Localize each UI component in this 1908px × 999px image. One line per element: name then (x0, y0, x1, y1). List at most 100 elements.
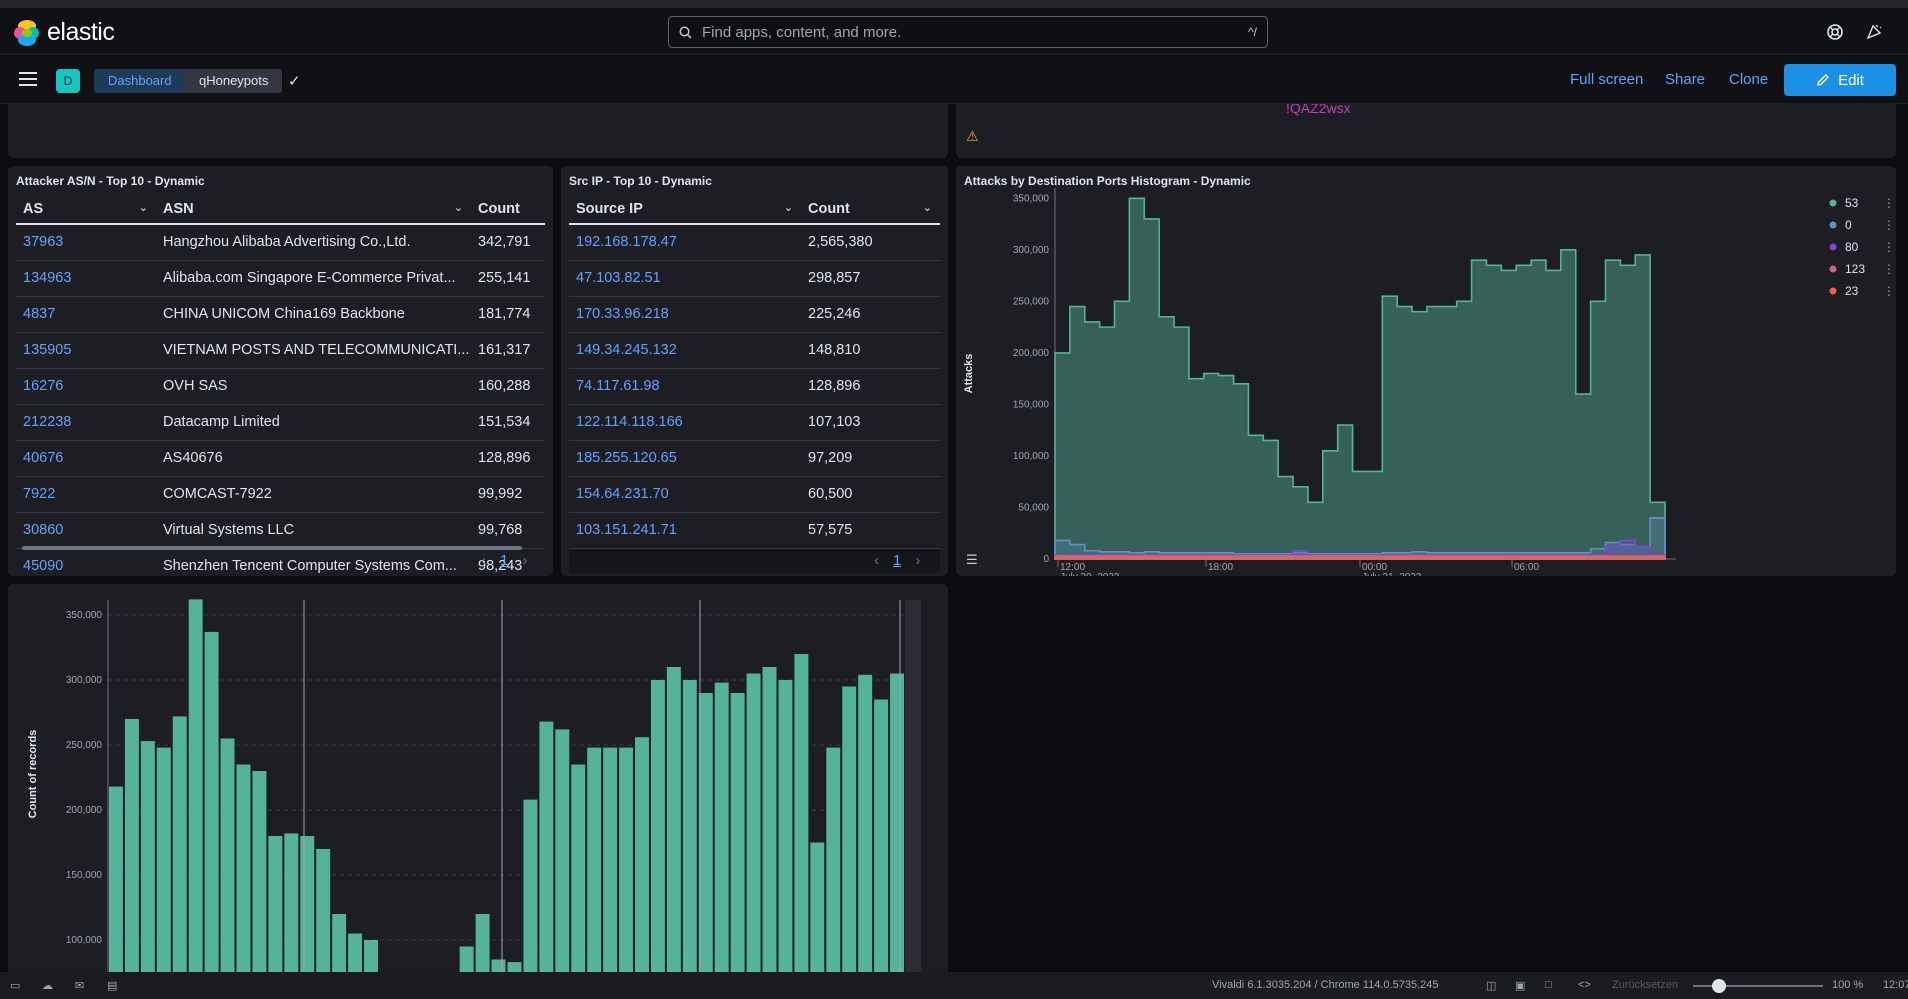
camera-icon[interactable]: ◫ (1486, 980, 1497, 992)
next-page-icon[interactable]: › (915, 552, 921, 569)
as-number-link[interactable]: 30860 (16, 512, 156, 549)
bar (682, 680, 697, 972)
dashboard-canvas: !QAZ2wsx ⚠ Attacker AS/N - Top 10 - Dyna… (0, 104, 1908, 972)
asn-name: Virtual Systems LLC (156, 512, 471, 549)
panel-title: Src IP - Top 10 - Dynamic (569, 174, 712, 188)
checkmark-icon: ✓ (288, 73, 301, 90)
legend-options-icon: ⋮ (1883, 240, 1895, 254)
bar (666, 667, 681, 972)
full-screen-button[interactable]: Full screen (1570, 71, 1644, 88)
global-search-input[interactable]: Find apps, content, and more. ^/ (668, 16, 1268, 48)
column-header-count[interactable]: Count ⌄ (801, 194, 940, 225)
source-ip-link[interactable]: 154.64.231.70 (569, 476, 801, 513)
bar (284, 833, 299, 972)
as-number-link[interactable]: 135905 (16, 332, 156, 369)
calendar-icon[interactable]: ▤ (107, 980, 118, 992)
as-number-link[interactable]: 212238 (16, 404, 156, 441)
y-tick-label: 350,000 (1013, 193, 1050, 204)
zoom-slider-handle[interactable] (1712, 979, 1726, 993)
column-header-asn[interactable]: ASN ⌄ (156, 194, 471, 225)
table-row: 37963 Hangzhou Alibaba Advertising Co.,Lt… (16, 224, 545, 261)
count-value: 60,500 (801, 476, 940, 513)
window-icon[interactable]: □ (1545, 979, 1552, 991)
table-row: 122.114.118.166 107,103 (569, 404, 940, 441)
breadcrumb-qhoneypots: qHoneypots (183, 69, 283, 93)
y-tick-label: 300,000 (66, 675, 103, 686)
panel-toggle-icon[interactable]: ▭ (10, 980, 21, 992)
bar (491, 959, 506, 972)
code-icon[interactable]: <> (1578, 979, 1591, 991)
breadcrumb-dashboard[interactable]: Dashboard (94, 69, 192, 93)
edit-button[interactable]: Edit (1784, 64, 1896, 96)
browser-version-text: Vivaldi 6.1.3035.204 / Chrome 114.0.5735… (1212, 979, 1439, 991)
asn-name: Alibaba.com Singapore E-Commerce Privat.… (156, 260, 471, 297)
asn-name: VIETNAM POSTS AND TELECOMMUNICATI... (156, 332, 471, 369)
source-ip-link[interactable]: 170.33.96.218 (569, 296, 801, 333)
zoom-slider[interactable] (1693, 985, 1823, 987)
srcip-table-panel: Src IP - Top 10 - Dynamic Source IP ⌄ Cou… (561, 166, 948, 576)
table-row: 103.151.241.71 57,575 (569, 512, 940, 549)
source-ip-link[interactable]: 192.168.178.47 (569, 224, 801, 261)
prev-page-icon[interactable]: ‹ (481, 552, 486, 569)
source-ip-link[interactable]: 122.114.118.166 (569, 404, 801, 441)
series-area-23 (1054, 556, 1666, 560)
legend-options-icon: ⋮ (1883, 218, 1895, 232)
series-area-53 (1054, 197, 1666, 560)
legend-toggle-icon[interactable]: ☰ (966, 552, 978, 567)
horizontal-scrollbar[interactable] (22, 546, 522, 550)
space-avatar[interactable]: D (56, 69, 80, 93)
next-page-icon[interactable]: › (522, 552, 528, 569)
as-number-link[interactable]: 37963 (16, 224, 156, 261)
y-tick-label: 250,000 (1013, 296, 1050, 307)
table-row: 4837 CHINA UNICOM China169 Backbone 181,77… (16, 296, 545, 333)
warning-icon[interactable]: ⚠ (966, 128, 979, 144)
help-icon[interactable] (1825, 22, 1845, 42)
column-header-as[interactable]: AS ⌄ (16, 194, 156, 225)
pagination: ‹ 1 › (481, 552, 527, 569)
elastic-logo[interactable]: elastic (14, 18, 115, 47)
y-tick-label: 200,000 (66, 805, 103, 816)
y-tick-label: 50,000 (1018, 502, 1049, 513)
table-row: 170.33.96.218 225,246 (569, 296, 940, 333)
share-button[interactable]: Share (1665, 71, 1706, 88)
chevron-down-icon[interactable]: ⌄ (453, 202, 463, 214)
x-tick-label: 18:00 (1208, 562, 1233, 573)
reset-zoom-text[interactable]: Zurücksetzen (1612, 979, 1679, 991)
y-tick-label: 150,000 (1013, 399, 1050, 410)
menu-icon[interactable] (19, 72, 37, 86)
news-feed-icon[interactable] (1864, 22, 1884, 42)
source-ip-link[interactable]: 185.255.120.65 (569, 440, 801, 477)
prev-page-icon[interactable]: ‹ (874, 552, 879, 569)
bar (539, 721, 554, 972)
chevron-down-icon[interactable]: ⌄ (783, 202, 793, 214)
as-number-link[interactable]: 4837 (16, 296, 156, 333)
source-ip-link[interactable]: 103.151.241.71 (569, 512, 801, 549)
bar (698, 693, 713, 972)
brand-name: elastic (47, 18, 115, 46)
y-axis-title: Attacks (963, 354, 975, 394)
legend-dot-80 (1829, 243, 1837, 251)
mail-icon[interactable]: ✉ (75, 980, 85, 992)
as-number-link[interactable]: 40676 (16, 440, 156, 477)
chevron-down-icon[interactable]: ⌄ (138, 202, 148, 214)
table-row: 30860 Virtual Systems LLC 99,768 (16, 512, 545, 549)
page-number[interactable]: 1 (500, 552, 509, 569)
chevron-down-icon[interactable]: ⌄ (922, 202, 932, 214)
clone-button[interactable]: Clone (1729, 71, 1769, 88)
as-number-link[interactable]: 16276 (16, 368, 156, 405)
bar (794, 654, 809, 972)
column-header-count[interactable]: Count (471, 194, 545, 225)
column-header-source-ip[interactable]: Source IP ⌄ (569, 194, 801, 225)
source-ip-link[interactable]: 149.34.245.132 (569, 332, 801, 369)
records-bar-panel: 350,000 300,000 250,000 200,000 150,000 100,0… (8, 584, 948, 972)
as-number-link[interactable]: 45090 (16, 548, 156, 576)
as-number-link[interactable]: 7922 (16, 476, 156, 513)
source-ip-link[interactable]: 47.103.82.51 (569, 260, 801, 297)
sync-icon[interactable]: ☁ (42, 980, 53, 992)
page-number[interactable]: 1 (893, 552, 902, 569)
source-ip-link[interactable]: 74.117.61.98 (569, 368, 801, 405)
bar (172, 716, 187, 972)
as-number-link[interactable]: 134963 (16, 260, 156, 297)
image-icon[interactable]: ▣ (1515, 980, 1526, 992)
legend-label-53: 53 (1845, 196, 1859, 210)
